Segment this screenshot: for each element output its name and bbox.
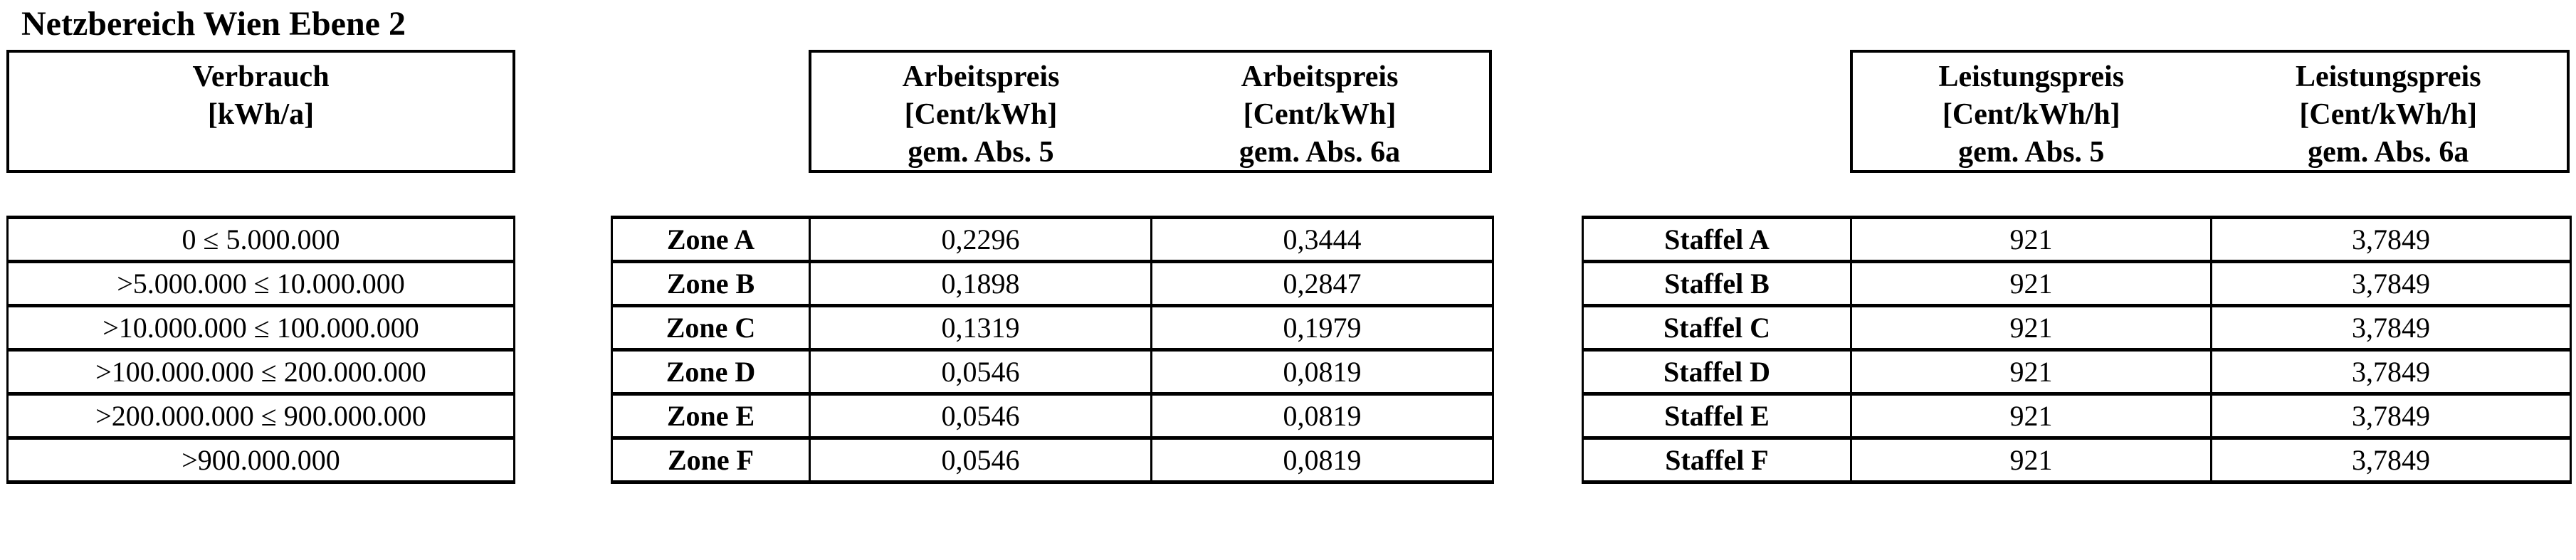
leistungspreis-abs6a-line1: Leistungspreis <box>2295 60 2481 93</box>
arbeitspreis-abs5-value-cell: 0,1319 <box>809 304 1152 352</box>
arbeitspreis-abs6a-value-cell: 0,2847 <box>1150 260 1494 307</box>
arbeitspreis-abs6a-value-cell: 0,0819 <box>1150 392 1494 440</box>
verbrauch-header-column: Verbrauch [kWh/a] <box>9 53 512 170</box>
arbeitspreis-abs5-value-cell: 0,0546 <box>809 436 1152 484</box>
consumption-range-cell: >900.000.000 <box>6 436 515 484</box>
leistungspreis-abs6a-value-cell: 3,7849 <box>2210 304 2572 352</box>
leistungspreis-abs5-value-cell: 921 <box>1850 304 2212 352</box>
consumption-range-cell: >10.000.000 ≤ 100.000.000 <box>6 304 515 352</box>
table-row: Staffel F 921 3,7849 <box>1582 436 2572 484</box>
arbeitspreis-abs5-value-cell: 0,0546 <box>809 348 1152 396</box>
leistungspreis-abs6a-value-cell: 3,7849 <box>2210 348 2572 396</box>
zone-label-cell: Zone B <box>611 260 811 307</box>
table-row: Zone A 0,2296 0,3444 <box>611 216 1494 263</box>
table-row: Zone F 0,0546 0,0819 <box>611 436 1494 484</box>
arbeitspreis-abs5-value-cell: 0,1898 <box>809 260 1152 307</box>
consumption-range-cell: >5.000.000 ≤ 10.000.000 <box>6 260 515 307</box>
leistungspreis-abs6a-value-cell: 3,7849 <box>2210 392 2572 440</box>
leistungspreis-abs6a-value-cell: 3,7849 <box>2210 260 2572 307</box>
staffel-label-cell: Staffel E <box>1582 392 1852 440</box>
verbrauch-header-line2: [kWh/a] <box>207 98 315 131</box>
staffel-label-cell: Staffel B <box>1582 260 1852 307</box>
table-row: Staffel C 921 3,7849 <box>1582 304 2572 352</box>
arbeitspreis-abs5-line2: [Cent/kWh] <box>904 98 1058 131</box>
arbeitspreis-abs6a-value-cell: 0,3444 <box>1150 216 1494 263</box>
arbeitspreis-abs6a-value-cell: 0,0819 <box>1150 348 1494 396</box>
leistungspreis-abs5-line3: gem. Abs. 5 <box>1958 136 2105 169</box>
zone-label-cell: Zone A <box>611 216 811 263</box>
consumption-table: 0 ≤ 5.000.000 >5.000.000 ≤ 10.000.000 >1… <box>6 216 515 484</box>
arbeitspreis-abs6a-line2: [Cent/kWh] <box>1243 98 1397 131</box>
arbeitspreis-abs6a-value-cell: 0,1979 <box>1150 304 1494 352</box>
arbeitspreis-abs6a-header: Arbeitspreis [Cent/kWh] gem. Abs. 6a <box>1150 53 1489 170</box>
table-row: >900.000.000 <box>6 436 515 484</box>
arbeitspreis-abs5-value-cell: 0,0546 <box>809 392 1152 440</box>
arbeitspreis-header-box: Arbeitspreis [Cent/kWh] gem. Abs. 5 Arbe… <box>809 50 1492 173</box>
arbeitspreis-abs5-value-cell: 0,2296 <box>809 216 1152 263</box>
leistungspreis-abs5-line2: [Cent/kWh/h] <box>1942 98 2120 131</box>
table-row: Zone E 0,0546 0,0819 <box>611 392 1494 440</box>
consumption-range-cell: 0 ≤ 5.000.000 <box>6 216 515 263</box>
zone-label-cell: Zone C <box>611 304 811 352</box>
arbeitspreis-abs6a-line1: Arbeitspreis <box>1241 60 1399 93</box>
leistungspreis-abs5-line1: Leistungspreis <box>1938 60 2125 93</box>
staffel-label-cell: Staffel A <box>1582 216 1852 263</box>
zone-label-cell: Zone F <box>611 436 811 484</box>
table-row: >5.000.000 ≤ 10.000.000 <box>6 260 515 307</box>
leistungspreis-abs6a-value-cell: 3,7849 <box>2210 216 2572 263</box>
table-row: >10.000.000 ≤ 100.000.000 <box>6 304 515 352</box>
leistungspreis-abs5-value-cell: 921 <box>1850 392 2212 440</box>
leistungspreis-abs5-value-cell: 921 <box>1850 216 2212 263</box>
table-row: Staffel D 921 3,7849 <box>1582 348 2572 396</box>
leistungspreis-abs5-value-cell: 921 <box>1850 260 2212 307</box>
leistungspreis-header-box: Leistungspreis [Cent/kWh/h] gem. Abs. 5 … <box>1850 50 2570 173</box>
leistungspreis-table: Staffel A 921 3,7849 Staffel B 921 3,784… <box>1582 216 2572 484</box>
table-row: >200.000.000 ≤ 900.000.000 <box>6 392 515 440</box>
page-title: Netzbereich Wien Ebene 2 <box>21 5 406 43</box>
table-row: >100.000.000 ≤ 200.000.000 <box>6 348 515 396</box>
arbeitspreis-table: Zone A 0,2296 0,3444 Zone B 0,1898 0,284… <box>611 216 1494 484</box>
staffel-label-cell: Staffel D <box>1582 348 1852 396</box>
arbeitspreis-abs6a-value-cell: 0,0819 <box>1150 436 1494 484</box>
zone-label-cell: Zone D <box>611 348 811 396</box>
staffel-label-cell: Staffel C <box>1582 304 1852 352</box>
leistungspreis-abs6a-line3: gem. Abs. 6a <box>2308 136 2469 169</box>
verbrauch-header-line1: Verbrauch <box>192 60 330 93</box>
table-row: Zone B 0,1898 0,2847 <box>611 260 1494 307</box>
leistungspreis-abs5-value-cell: 921 <box>1850 348 2212 396</box>
arbeitspreis-abs5-header: Arbeitspreis [Cent/kWh] gem. Abs. 5 <box>811 53 1150 170</box>
verbrauch-header-box: Verbrauch [kWh/a] <box>6 50 515 173</box>
leistungspreis-abs6a-line2: [Cent/kWh/h] <box>2299 98 2478 131</box>
zone-label-cell: Zone E <box>611 392 811 440</box>
leistungspreis-abs5-header: Leistungspreis [Cent/kWh/h] gem. Abs. 5 <box>1853 53 2210 170</box>
arbeitspreis-abs5-line1: Arbeitspreis <box>902 60 1060 93</box>
table-row: Staffel A 921 3,7849 <box>1582 216 2572 263</box>
leistungspreis-abs6a-value-cell: 3,7849 <box>2210 436 2572 484</box>
table-row: Staffel B 921 3,7849 <box>1582 260 2572 307</box>
table-row: 0 ≤ 5.000.000 <box>6 216 515 263</box>
leistungspreis-abs6a-header: Leistungspreis [Cent/kWh/h] gem. Abs. 6a <box>2210 53 2567 170</box>
leistungspreis-abs5-value-cell: 921 <box>1850 436 2212 484</box>
staffel-label-cell: Staffel F <box>1582 436 1852 484</box>
arbeitspreis-abs5-line3: gem. Abs. 5 <box>908 136 1054 169</box>
table-row: Staffel E 921 3,7849 <box>1582 392 2572 440</box>
consumption-range-cell: >100.000.000 ≤ 200.000.000 <box>6 348 515 396</box>
consumption-range-cell: >200.000.000 ≤ 900.000.000 <box>6 392 515 440</box>
table-row: Zone D 0,0546 0,0819 <box>611 348 1494 396</box>
arbeitspreis-abs6a-line3: gem. Abs. 6a <box>1239 136 1401 169</box>
table-row: Zone C 0,1319 0,1979 <box>611 304 1494 352</box>
